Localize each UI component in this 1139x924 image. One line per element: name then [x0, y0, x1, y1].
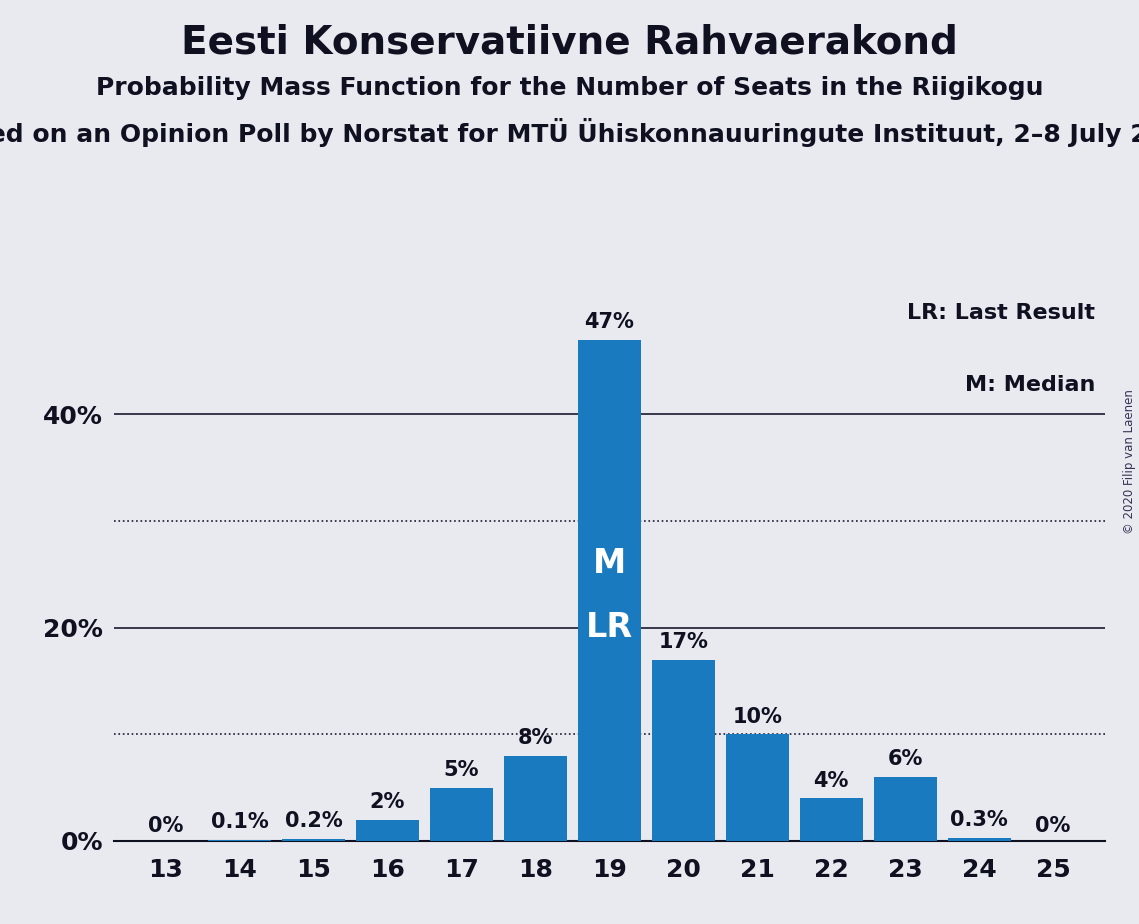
Text: Probability Mass Function for the Number of Seats in the Riigikogu: Probability Mass Function for the Number… [96, 76, 1043, 100]
Bar [503, 756, 567, 841]
Bar [282, 839, 345, 841]
Text: 0.3%: 0.3% [950, 810, 1008, 830]
Text: M: M [592, 547, 626, 580]
Text: 6%: 6% [887, 749, 923, 770]
Text: 2%: 2% [370, 792, 405, 812]
Bar [577, 340, 641, 841]
Text: 0%: 0% [148, 816, 183, 835]
Text: 0.1%: 0.1% [211, 812, 269, 833]
Text: 5%: 5% [444, 760, 480, 780]
Bar [948, 838, 1010, 841]
Text: 17%: 17% [658, 632, 708, 652]
Bar [874, 777, 936, 841]
Text: M: Median: M: Median [965, 375, 1095, 395]
Text: LR: Last Result: LR: Last Result [907, 303, 1095, 323]
Text: Eesti Konservatiivne Rahvaerakond: Eesti Konservatiivne Rahvaerakond [181, 23, 958, 61]
Bar [357, 820, 419, 841]
Text: © 2020 Filip van Laenen: © 2020 Filip van Laenen [1123, 390, 1136, 534]
Text: 0.2%: 0.2% [285, 811, 343, 832]
Text: 10%: 10% [732, 707, 782, 727]
Bar [431, 787, 493, 841]
Text: 47%: 47% [584, 312, 634, 333]
Bar [726, 735, 788, 841]
Text: 8%: 8% [518, 728, 554, 748]
Bar [652, 660, 715, 841]
Text: Based on an Opinion Poll by Norstat for MTÜ Ühiskonnauuringute Instituut, 2–8 Ju: Based on an Opinion Poll by Norstat for … [0, 118, 1139, 147]
Text: LR: LR [585, 611, 633, 644]
Text: 4%: 4% [813, 771, 849, 791]
Bar [208, 840, 271, 841]
Text: 0%: 0% [1035, 816, 1071, 835]
Bar [800, 798, 862, 841]
